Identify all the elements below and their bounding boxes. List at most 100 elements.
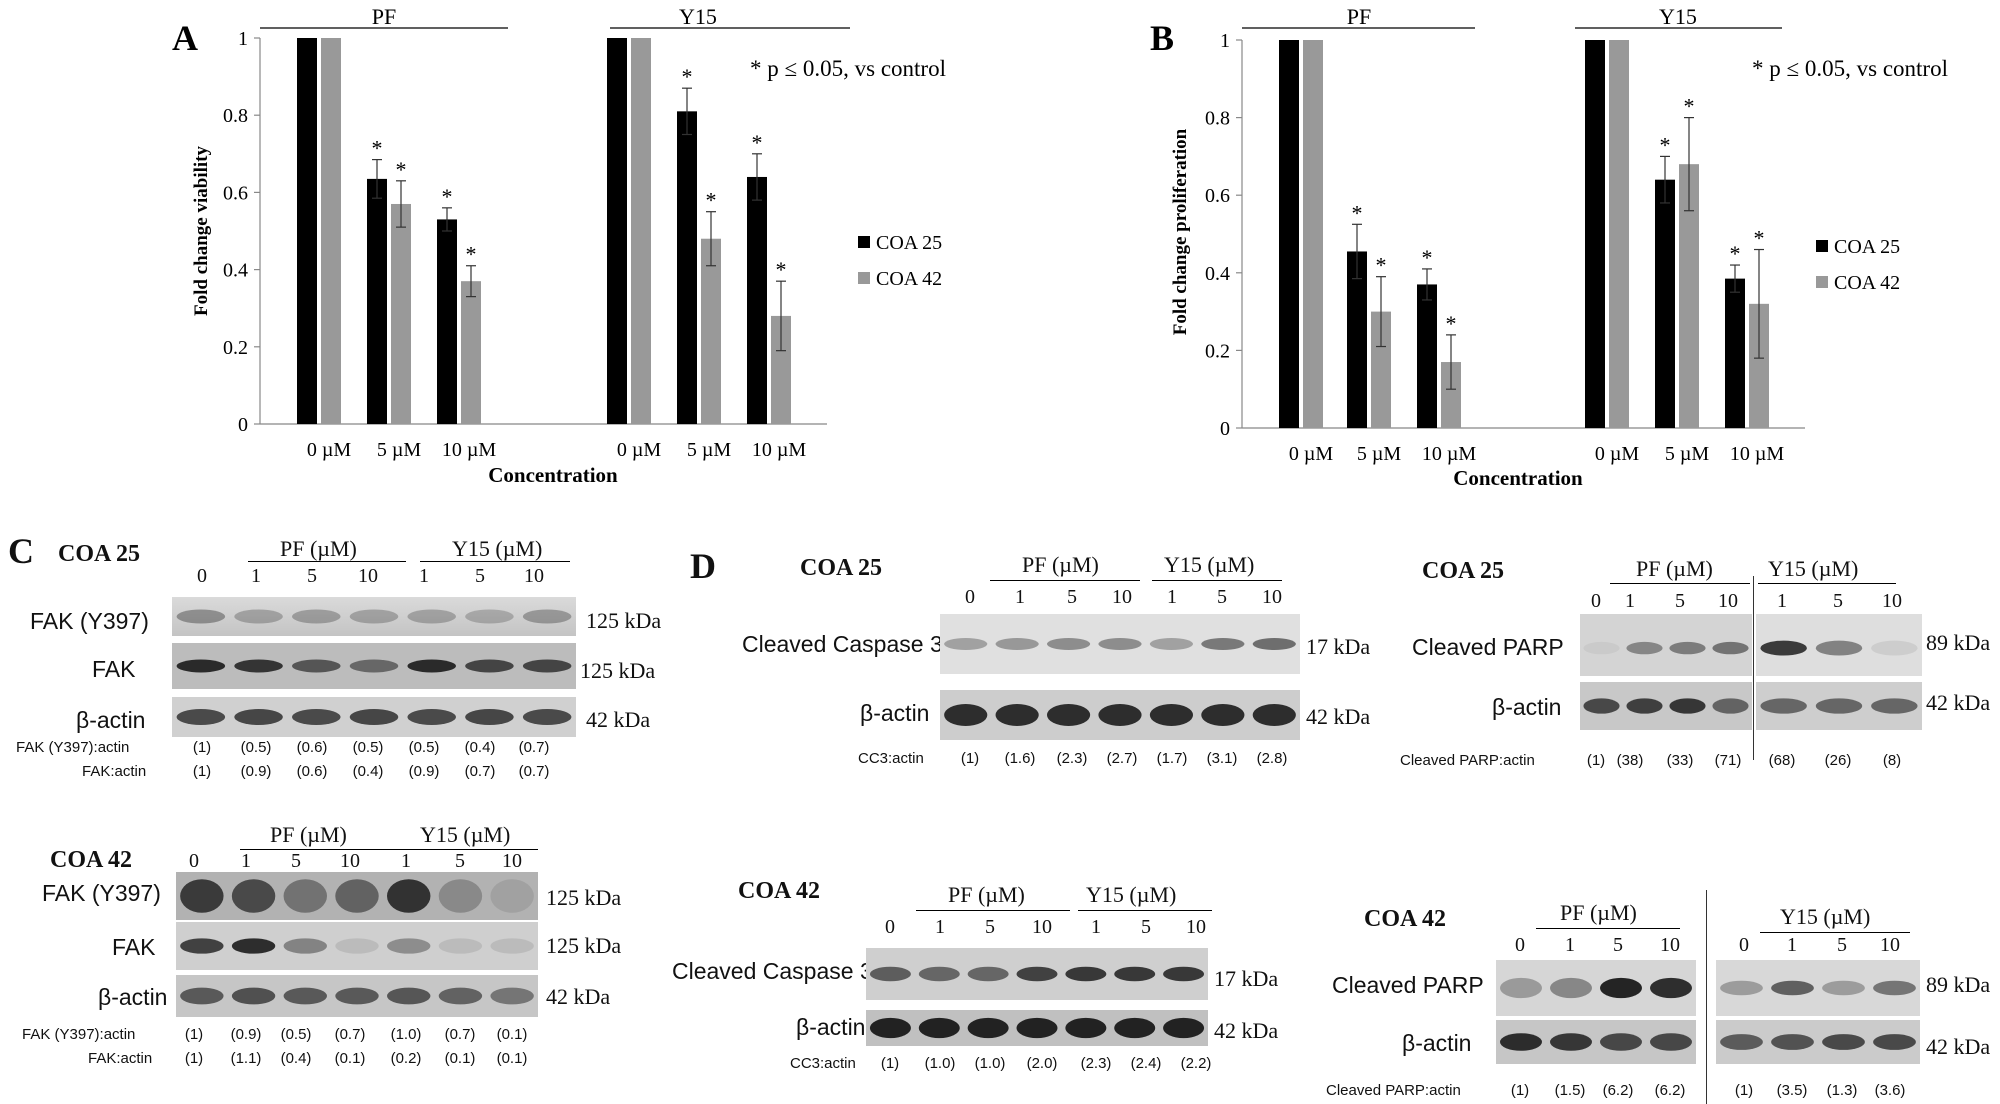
ratio-value: (1.7) — [1156, 750, 1188, 767]
d-parp-25-pf-line — [1610, 583, 1750, 584]
c-coa42-kda-3: 42 kDa — [546, 984, 611, 1009]
blot-d-cc3-42-cc3 — [866, 948, 1208, 1000]
significance-star: * — [372, 136, 383, 161]
ratio-value: (0.1) — [334, 1050, 366, 1067]
blot-band — [1114, 1017, 1156, 1039]
blot-band — [1669, 641, 1706, 655]
bar-coa42 — [701, 238, 721, 424]
d-cc3-25-row-cc3: Cleaved Caspase 3 — [742, 631, 943, 657]
significance-star: * — [1660, 132, 1671, 157]
bar-coa42 — [461, 281, 481, 424]
blot-c-coa25-actin — [172, 697, 576, 737]
legend-label: COA 25 — [876, 232, 942, 254]
blot-band — [1650, 977, 1692, 999]
lane-label: 1 — [1787, 934, 1797, 956]
significance-note: * p ≤ 0.05, vs control — [750, 56, 946, 81]
legend-label: COA 25 — [1834, 236, 1900, 258]
lane-label: 5 — [475, 565, 485, 587]
blot-c-coa25-fak-y397 — [172, 597, 576, 636]
y-tick-label: 0.4 — [223, 260, 248, 282]
lane-label: 1 — [935, 916, 945, 938]
ratio-value: (2.8) — [1256, 750, 1288, 767]
d-cc3-42-title: COA 42 — [738, 878, 821, 904]
blot-d-parp-42-parp-pf — [1496, 960, 1696, 1016]
ratio-value: (1.6) — [1004, 750, 1036, 767]
d-cc3-42-kda-2: 42 kDa — [1214, 1018, 1279, 1043]
ratio-value: (1) — [192, 763, 212, 780]
blot-d-parp-25-parp-y15 — [1756, 614, 1922, 676]
d-parp-42-title: COA 42 — [1364, 906, 1447, 932]
d-parp-42-row-actin: β-actin — [1402, 1030, 1472, 1056]
legend-swatch — [858, 236, 870, 248]
ratio-value: (3.6) — [1874, 1082, 1906, 1099]
lane-label: 5 — [985, 916, 995, 938]
lane-label: 1 — [1091, 916, 1101, 938]
d-cc3-25-group-pf: PF (µM) — [1022, 552, 1099, 577]
x-tick-label: 10 µM — [1730, 443, 1785, 465]
x-tick-label: 10 µM — [442, 439, 497, 461]
blot-band — [234, 659, 283, 673]
blot-band — [967, 1017, 1009, 1039]
ratio-value: (0.4) — [464, 739, 496, 756]
blot-band — [1046, 704, 1091, 726]
x-tick-label: 5 µM — [687, 439, 732, 461]
x-tick-label: 10 µM — [1422, 443, 1477, 465]
x-tick-label: 5 µM — [1357, 443, 1402, 465]
bar-coa25 — [1417, 284, 1437, 428]
panel-letter-a: A — [172, 18, 198, 58]
blot-d-parp-25-parp-pf — [1580, 614, 1752, 676]
lane-label: 10 — [358, 565, 378, 587]
ratio-value: (0.7) — [334, 1026, 366, 1043]
y-tick-label: 0.6 — [223, 182, 248, 204]
blot-band — [1626, 698, 1663, 714]
ratio-value: (0.5) — [408, 739, 440, 756]
lane-label: 0 — [189, 850, 199, 872]
bar-coa42 — [391, 203, 411, 424]
c-coa25-pf-line — [248, 561, 406, 562]
legend-label: COA 42 — [876, 268, 942, 290]
y-tick-label: 0.2 — [1205, 340, 1230, 362]
panel-letter-d: D — [690, 546, 716, 586]
d-cc3-25-group-y15: Y15 (µM) — [1164, 552, 1255, 577]
ratio-value: (1.0) — [974, 1055, 1006, 1072]
d-parp-42-group-y15: Y15 (µM) — [1780, 904, 1871, 929]
significance-star: * — [396, 157, 407, 182]
lane-label: 5 — [455, 850, 465, 872]
significance-star: * — [1422, 245, 1433, 270]
d-cc3-42-row-actin: β-actin — [796, 1014, 866, 1040]
c-coa25-row-fak: FAK — [92, 656, 136, 682]
blot-band — [180, 987, 224, 1005]
blot-d-parp-42-actin-pf — [1496, 1020, 1696, 1064]
c-coa25-group-y15: Y15 (µM) — [452, 536, 543, 561]
blot-band — [292, 659, 341, 673]
blot-band — [1822, 1034, 1865, 1050]
ratio-value: (0.7) — [518, 739, 550, 756]
ratio-value: (1.0) — [390, 1026, 422, 1043]
blot-d-parp-42-parp-y15 — [1716, 960, 1920, 1016]
significance-star: * — [1730, 241, 1741, 266]
blot-band — [869, 966, 911, 982]
blot-band — [335, 987, 379, 1005]
ratio-value: (0.5) — [240, 739, 272, 756]
lane-label: 5 — [1613, 934, 1623, 956]
x-tick-label: 10 µM — [752, 439, 807, 461]
significance-star: * — [752, 130, 763, 155]
blot-band — [180, 879, 224, 913]
ratio-value: (38) — [1616, 752, 1644, 769]
blot-band — [292, 609, 341, 624]
y-axis-label: Fold change proliferation — [1170, 128, 1191, 335]
significance-star: * — [682, 64, 693, 89]
ratio-value: (2.3) — [1056, 750, 1088, 767]
bar-coa42 — [1609, 40, 1629, 428]
blot-band — [1712, 698, 1749, 714]
ratio-value: (0.1) — [496, 1026, 528, 1043]
ratio-value: (1) — [1586, 752, 1606, 769]
lane-label: 1 — [1625, 590, 1635, 612]
d-parp-42-kda-2: 42 kDa — [1926, 1034, 1991, 1059]
ratio-value: (0.9) — [408, 763, 440, 780]
blot-band — [176, 709, 226, 725]
d-cc3-25-y15-line — [1152, 580, 1282, 581]
blot-band — [522, 609, 572, 624]
d-parp-42-row-parp: Cleaved PARP — [1332, 972, 1484, 998]
blot-band — [490, 987, 534, 1005]
